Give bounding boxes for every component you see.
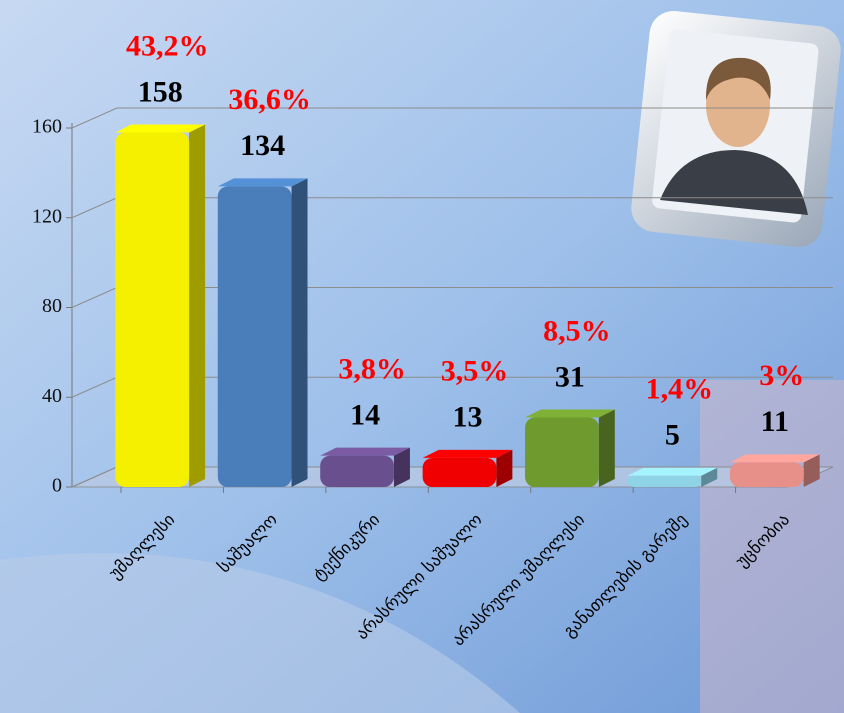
value-label: 14	[350, 398, 380, 431]
percent-label: 8,5%	[543, 314, 611, 347]
y-tick-label: 0	[52, 475, 62, 497]
y-tick-label: 80	[42, 295, 62, 317]
percent-label: 43,2%	[126, 29, 209, 62]
decor	[700, 380, 844, 713]
value-label: 11	[761, 405, 789, 438]
value-label: 134	[240, 129, 285, 162]
value-label: 31	[555, 360, 585, 393]
value-label: 158	[138, 75, 183, 108]
avatar-icon	[631, 10, 841, 248]
percent-label: 36,6%	[228, 83, 311, 116]
percent-label: 3,8%	[338, 352, 406, 385]
percent-label: 1,4%	[646, 373, 714, 406]
percent-label: 3,5%	[441, 355, 509, 388]
value-label: 13	[453, 401, 483, 434]
y-tick-label: 40	[42, 385, 62, 407]
bar	[422, 449, 513, 487]
percent-label: 3%	[759, 359, 804, 392]
value-label: 5	[665, 419, 680, 452]
bar	[729, 454, 820, 487]
decor	[0, 553, 520, 713]
y-tick-label: 160	[32, 116, 62, 138]
y-tick-label: 120	[32, 205, 62, 227]
bar	[525, 409, 615, 487]
bar	[217, 178, 308, 487]
grid-line	[71, 107, 833, 129]
bar	[627, 467, 718, 487]
bar	[320, 447, 410, 487]
bar	[115, 124, 206, 488]
